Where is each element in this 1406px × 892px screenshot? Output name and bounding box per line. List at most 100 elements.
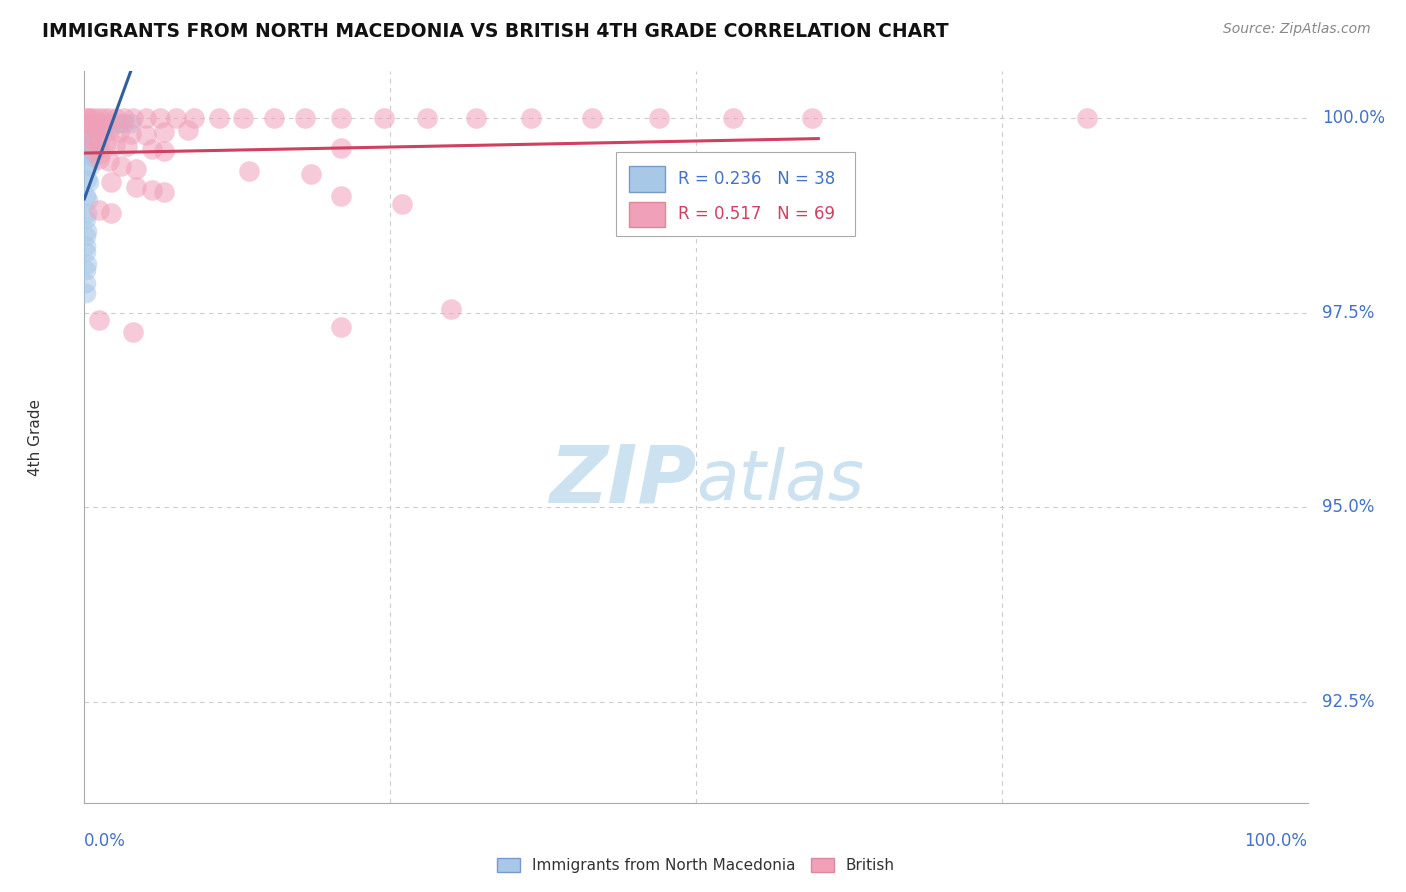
Point — [177, 123, 200, 137]
Point — [112, 116, 135, 130]
Point — [75, 262, 97, 277]
Text: 97.5%: 97.5% — [1322, 303, 1375, 322]
Point — [76, 171, 98, 186]
Point — [153, 185, 176, 199]
Point — [76, 142, 98, 156]
Point — [87, 152, 110, 166]
Text: R = 0.517   N = 69: R = 0.517 N = 69 — [678, 205, 835, 223]
Point — [75, 229, 97, 244]
Point — [299, 167, 322, 181]
Point — [330, 189, 353, 203]
Point — [77, 156, 100, 170]
Point — [183, 111, 205, 125]
Point — [263, 111, 285, 125]
Point — [391, 196, 413, 211]
Point — [208, 111, 231, 125]
Text: 100.0%: 100.0% — [1244, 832, 1308, 850]
Point — [581, 111, 603, 125]
Text: Source: ZipAtlas.com: Source: ZipAtlas.com — [1223, 22, 1371, 37]
Point — [87, 202, 110, 217]
Point — [80, 150, 103, 164]
Point — [232, 111, 254, 125]
Legend: Immigrants from North Macedonia, British: Immigrants from North Macedonia, British — [491, 852, 901, 880]
Point — [238, 164, 260, 178]
Point — [373, 111, 395, 125]
Point — [77, 130, 100, 145]
Point — [83, 120, 105, 135]
Point — [153, 144, 176, 158]
Point — [520, 111, 543, 125]
Point — [75, 212, 97, 227]
Point — [107, 116, 129, 130]
Point — [83, 144, 105, 158]
Point — [97, 123, 120, 137]
Point — [93, 118, 115, 132]
Point — [96, 119, 118, 133]
Point — [83, 133, 105, 147]
Point — [1076, 111, 1098, 125]
Point — [112, 111, 135, 125]
Point — [77, 146, 100, 161]
Point — [83, 111, 105, 125]
Point — [440, 301, 463, 316]
Point — [125, 179, 148, 194]
Point — [87, 313, 110, 327]
Text: atlas: atlas — [696, 448, 863, 515]
Point — [135, 128, 157, 143]
Point — [97, 111, 120, 125]
Point — [294, 111, 316, 125]
Point — [648, 111, 671, 125]
Point — [416, 111, 439, 125]
Point — [135, 111, 157, 125]
Point — [77, 117, 100, 131]
Point — [120, 127, 142, 141]
Point — [77, 193, 100, 207]
Point — [90, 116, 112, 130]
Point — [153, 125, 176, 139]
Point — [330, 111, 353, 125]
Point — [79, 130, 101, 145]
Point — [100, 117, 122, 131]
Point — [87, 111, 110, 125]
Point — [75, 189, 97, 203]
Point — [330, 140, 353, 154]
Text: IMMIGRANTS FROM NORTH MACEDONIA VS BRITISH 4TH GRADE CORRELATION CHART: IMMIGRANTS FROM NORTH MACEDONIA VS BRITI… — [42, 22, 949, 41]
Point — [87, 120, 110, 135]
Point — [100, 175, 122, 189]
Point — [330, 319, 353, 334]
Point — [86, 140, 108, 154]
Point — [107, 125, 129, 139]
Point — [801, 111, 824, 125]
Point — [80, 119, 103, 133]
Point — [149, 111, 172, 125]
Text: ZIP: ZIP — [548, 442, 696, 520]
Point — [141, 142, 163, 156]
FancyBboxPatch shape — [616, 152, 855, 235]
Point — [75, 244, 97, 259]
Text: 4th Grade: 4th Grade — [28, 399, 44, 475]
Point — [110, 159, 132, 173]
Point — [90, 122, 112, 136]
Point — [464, 111, 486, 125]
Point — [76, 257, 98, 271]
Point — [79, 133, 101, 147]
Point — [103, 118, 125, 132]
Point — [79, 159, 101, 173]
Point — [75, 111, 97, 125]
Text: 95.0%: 95.0% — [1322, 498, 1375, 516]
Point — [120, 116, 142, 130]
Point — [75, 286, 97, 301]
Point — [82, 136, 104, 150]
Point — [75, 276, 97, 290]
Point — [141, 183, 163, 197]
Point — [84, 120, 107, 135]
Point — [77, 111, 100, 125]
Point — [97, 116, 120, 130]
Point — [76, 224, 98, 238]
Point — [105, 111, 128, 125]
Point — [90, 146, 112, 161]
Point — [104, 137, 127, 152]
Point — [86, 117, 108, 131]
Point — [76, 115, 98, 129]
Text: 0.0%: 0.0% — [84, 832, 127, 850]
